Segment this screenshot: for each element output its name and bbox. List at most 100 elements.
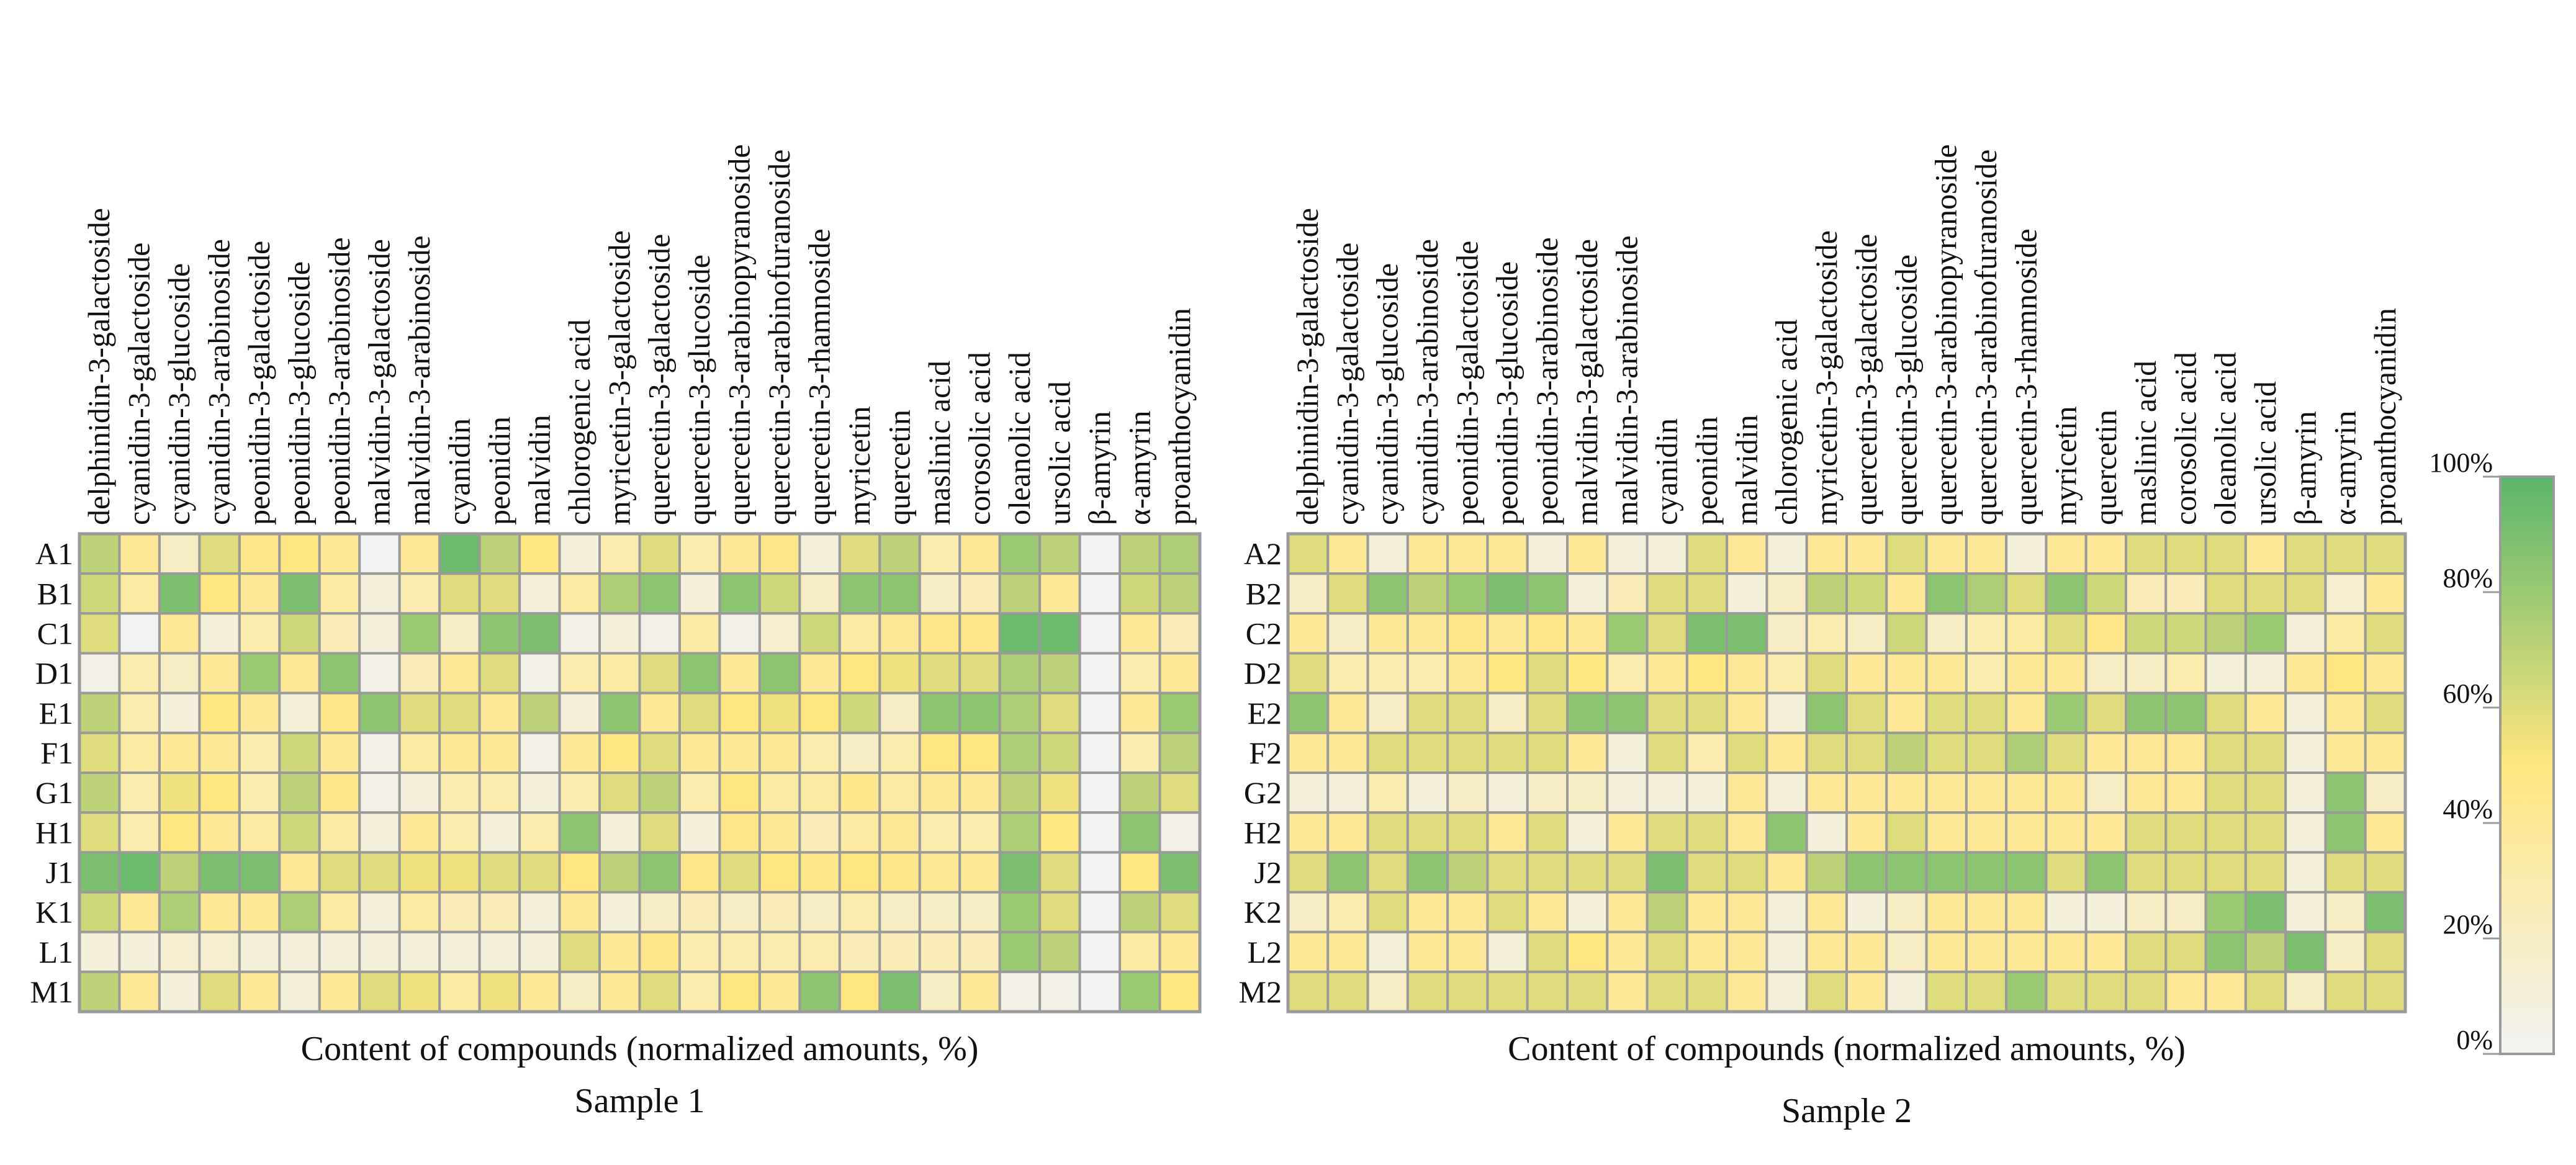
- heatmap-cell-l2-delphinidin-3-galactoside: [1287, 930, 1330, 973]
- heatmap-cell-j1-peonidin: [478, 851, 521, 894]
- heatmap-cell-l2-chlorogenic-acid: [1765, 930, 1808, 973]
- heatmap-cell-a1-cyanidin: [438, 533, 481, 575]
- heatmap-cell-k2-maslinic-acid: [2125, 891, 2168, 933]
- heatmap-cell-b2-cyanidin: [1646, 572, 1688, 615]
- colorbar-gradient: [2499, 475, 2555, 1055]
- heatmap-cell-k2-quercetin-3-glucoside: [1885, 891, 1928, 933]
- heatmap-cell-l2-cyanidin-3-arabinoside: [1406, 930, 1449, 973]
- heatmap-cell-l1-myricetin: [838, 930, 881, 973]
- row-label-j2: J2: [1254, 855, 1282, 889]
- heatmap-cell-l2-quercetin-3-rhamnoside: [2005, 930, 2048, 973]
- heatmap-cell-e1-peonidin: [478, 691, 521, 734]
- heatmap-cell-h1-quercetin-3-arabinofuranoside: [758, 811, 801, 854]
- heatmap-cell-h1-oleanolic-acid: [998, 811, 1042, 854]
- heatmap-cell-c2-malvidin: [1726, 612, 1768, 655]
- heatmap-cell-e1-corosolic-acid: [958, 691, 1001, 734]
- heatmap-cell-e1-maslinic-acid: [918, 691, 961, 734]
- heatmap-cell-j2-cyanidin: [1646, 851, 1688, 894]
- heatmap-cell-m2-cyanidin-3-galactoside: [1326, 970, 1369, 1013]
- heatmap-cell-b1-ursolic-acid: [1038, 572, 1081, 615]
- row-label-c2: C2: [1246, 616, 1282, 650]
- heatmap-cell-j2-peonidin-3-galactoside: [1446, 851, 1489, 894]
- heatmap-cell-e1-cyanidin-3-arabinoside: [198, 691, 241, 734]
- heatmap-cell-a1-peonidin: [478, 533, 521, 575]
- heatmap-cell-j1-amyrin: [1119, 851, 1161, 894]
- column-label-corosolic-acid: corosolic acid: [961, 352, 996, 525]
- heatmap-cell-c2-proanthocyanidin: [2364, 612, 2407, 655]
- heatmap-cell-m1-myricetin: [838, 970, 881, 1013]
- heatmap-cell-e1-quercetin-3-arabinofuranoside: [758, 691, 801, 734]
- heatmap-cell-c2-delphinidin-3-galactoside: [1287, 612, 1330, 655]
- heatmap-cell-k2-quercetin-3-rhamnoside: [2005, 891, 2048, 933]
- heatmap-cell-m1-amyrin: [1078, 970, 1122, 1013]
- heatmap-cell-d1-peonidin-3-glucoside: [278, 652, 321, 695]
- heatmap-cell-e1-chlorogenic-acid: [558, 691, 601, 734]
- heatmap-cell-k1-proanthocyanidin: [1158, 891, 1202, 933]
- heatmap-cell-e1-cyanidin-3-galactoside: [118, 691, 161, 734]
- heatmap-cell-c1-cyanidin: [438, 612, 481, 655]
- heatmap-cell-a1-peonidin-3-arabinoside: [318, 533, 361, 575]
- heatmap-cell-k1-peonidin-3-arabinoside: [318, 891, 361, 933]
- heatmap-cell-h1-quercetin-3-glucoside: [678, 811, 721, 854]
- heatmap-cell-g2-ursolic-acid: [2244, 771, 2287, 814]
- column-label-corosolic-acid: corosolic acid: [2168, 352, 2202, 525]
- heatmap-cell-e1-peonidin-3-glucoside: [278, 691, 321, 734]
- heatmap-cell-g1-cyanidin-3-arabinoside: [198, 771, 241, 814]
- heatmap-cell-l2-quercetin-3-arabinopyranoside: [1925, 930, 1968, 973]
- heatmap-cell-d2-amyrin: [2284, 652, 2327, 695]
- heatmap-frame: [1286, 532, 2407, 1014]
- heatmap-cell-m2-malvidin: [1726, 970, 1768, 1013]
- heatmap-cell-g1-corosolic-acid: [958, 771, 1001, 814]
- heatmap-cell-m2-maslinic-acid: [2125, 970, 2168, 1013]
- heatmap-cell-g1-oleanolic-acid: [998, 771, 1042, 814]
- heatmap-cell-m1-maslinic-acid: [918, 970, 961, 1013]
- heatmap-cell-f2-chlorogenic-acid: [1765, 731, 1808, 774]
- heatmap-cell-c1-quercetin-3-arabinofuranoside: [758, 612, 801, 655]
- row-label-a1: A1: [35, 536, 73, 571]
- heatmap-cell-a2-corosolic-acid: [2164, 533, 2207, 575]
- heatmap-cell-l2-proanthocyanidin: [2364, 930, 2407, 973]
- heatmap-cell-d2-cyanidin-3-arabinoside: [1406, 652, 1449, 695]
- heatmap-cell-j1-malvidin-3-arabinoside: [398, 851, 441, 894]
- heatmap-cell-m1-peonidin-3-arabinoside: [318, 970, 361, 1013]
- colorbar-tick-label: 80%: [2443, 563, 2493, 593]
- heatmap-cell-m1-cyanidin-3-glucoside: [158, 970, 201, 1013]
- column-label-malvidin-3-galactoside: malvidin-3-galactoside: [361, 239, 396, 525]
- heatmap-cell-l2-amyrin: [2324, 930, 2367, 973]
- heatmap-cell-f2-malvidin-3-arabinoside: [1606, 731, 1649, 774]
- heatmap-cell-d1-corosolic-acid: [958, 652, 1001, 695]
- heatmap-cell-f1-amyrin: [1078, 731, 1122, 774]
- heatmap-cell-l2-peonidin-3-glucoside: [1486, 930, 1529, 973]
- column-label-quercetin-3-arabinopyranoside: quercetin-3-arabinopyranoside: [722, 144, 757, 525]
- heatmap-cell-d2-maslinic-acid: [2125, 652, 2168, 695]
- heatmap-cell-c1-maslinic-acid: [918, 612, 961, 655]
- heatmap-cell-k1-myricetin: [838, 891, 881, 933]
- heatmap-cell-b2-chlorogenic-acid: [1765, 572, 1808, 615]
- heatmap-cell-a2-cyanidin-3-arabinoside: [1406, 533, 1449, 575]
- heatmap-cell-l2-malvidin-3-galactoside: [1566, 930, 1609, 973]
- heatmap-cell-g2-corosolic-acid: [2164, 771, 2207, 814]
- heatmap-cell-c1-cyanidin-3-glucoside: [158, 612, 201, 655]
- heatmap-cell-c2-peonidin: [1685, 612, 1729, 655]
- heatmap-cell-f2-quercetin-3-galactoside: [1845, 731, 1888, 774]
- heatmap-cell-g1-proanthocyanidin: [1158, 771, 1202, 814]
- heatmap-cell-e2-proanthocyanidin: [2364, 691, 2407, 734]
- heatmap-cell-h1-peonidin: [478, 811, 521, 854]
- heatmap-cell-c2-ursolic-acid: [2244, 612, 2287, 655]
- colorbar-tick-label: 0%: [2456, 1025, 2493, 1055]
- heatmap-cell-h1-myricetin: [838, 811, 881, 854]
- heatmap-cell-b1-chlorogenic-acid: [558, 572, 601, 615]
- heatmap-cell-c1-amyrin: [1119, 612, 1161, 655]
- x-axis-label: Content of compounds (normalized amounts…: [1508, 1030, 2186, 1068]
- heatmap-cell-j2-maslinic-acid: [2125, 851, 2168, 894]
- colorbar-tick-label: 40%: [2443, 794, 2493, 824]
- heatmap-cell-a1-quercetin-3-arabinopyranoside: [718, 533, 761, 575]
- heatmap-cell-l1-quercetin: [878, 930, 921, 973]
- heatmap-cell-a1-quercetin-3-glucoside: [678, 533, 721, 575]
- heatmap-cell-f2-cyanidin-3-glucoside: [1366, 731, 1409, 774]
- heatmap-cell-a2-peonidin-3-glucoside: [1486, 533, 1529, 575]
- column-label-malvidin-3-galactoside: malvidin-3-galactoside: [1569, 239, 1604, 525]
- heatmap-cell-j2-ursolic-acid: [2244, 851, 2287, 894]
- heatmap-cell-a1-corosolic-acid: [958, 533, 1001, 575]
- heatmap-cell-f2-cyanidin-3-arabinoside: [1406, 731, 1449, 774]
